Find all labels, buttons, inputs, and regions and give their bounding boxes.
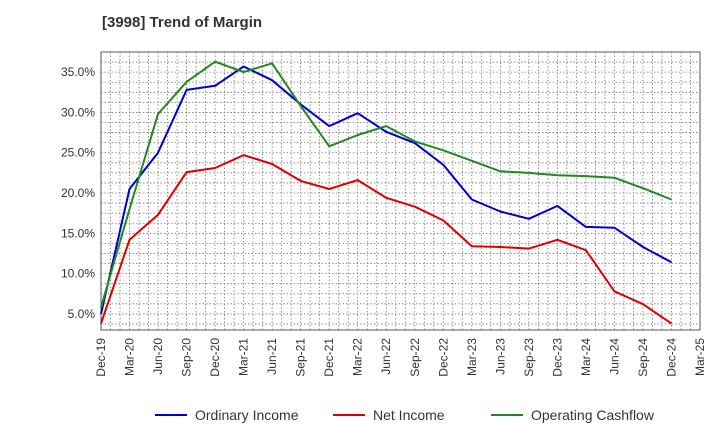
x-tick-label: Sep-20 <box>180 338 194 377</box>
y-tick-label: 10.0% <box>61 267 95 281</box>
y-tick-label: 30.0% <box>61 105 95 119</box>
series-line-net-income <box>100 154 673 325</box>
x-tick-label: Sep-22 <box>408 338 422 377</box>
x-tick-label: Mar-22 <box>351 338 365 376</box>
y-tick-label: 15.0% <box>61 226 95 240</box>
legend-label: Operating Cashflow <box>531 407 655 423</box>
x-tick-label: Jun-24 <box>607 338 621 375</box>
y-tick-label: 20.0% <box>61 186 95 200</box>
x-tick-label: Mar-21 <box>237 338 251 376</box>
x-tick-label: Dec-24 <box>664 338 678 377</box>
x-tick-label: Sep-23 <box>522 338 536 377</box>
x-tick-label: Dec-20 <box>208 338 222 377</box>
y-tick-label: 5.0% <box>68 307 96 321</box>
y-axis-tick-labels: 5.0% 10.0% 15.0% 20.0% 25.0% 30.0% 35.0% <box>61 65 95 321</box>
legend-label: Net Income <box>373 407 445 423</box>
x-tick-label: Mar-24 <box>579 338 593 376</box>
chart-title: [3998] Trend of Margin <box>102 14 263 31</box>
x-tick-label: Dec-23 <box>550 338 564 377</box>
series-lines <box>100 60 673 325</box>
x-tick-label: Jun-20 <box>151 338 165 375</box>
series-line-operating-cashflow <box>100 60 672 308</box>
x-tick-label: Mar-23 <box>465 338 479 376</box>
legend: Ordinary Income Net Income Operating Cashf… <box>155 407 655 423</box>
x-tick-label: Jun-21 <box>265 338 279 375</box>
y-tick-label: 25.0% <box>61 146 95 160</box>
x-tick-label: Dec-22 <box>436 338 450 377</box>
x-tick-label: Jun-22 <box>379 338 393 375</box>
plot-area <box>100 51 701 331</box>
x-tick-label: Mar-25 <box>693 338 707 376</box>
x-tick-label: Mar-20 <box>123 338 137 376</box>
y-tick-label: 35.0% <box>61 65 95 79</box>
series-line-ordinary-income <box>100 65 672 315</box>
x-tick-label: Dec-21 <box>322 338 336 377</box>
x-axis-tick-labels: Dec-19 Mar-20 Jun-20 Sep-20 Dec-20 Mar-21 Jun-… <box>94 338 707 377</box>
x-tick-label: Jun-23 <box>493 338 507 375</box>
grid-lines <box>100 51 700 330</box>
legend-label: Ordinary Income <box>195 407 299 423</box>
x-tick-label: Sep-24 <box>636 338 650 377</box>
x-tick-label: Dec-19 <box>94 338 108 377</box>
x-tick-label: Sep-21 <box>294 338 308 377</box>
